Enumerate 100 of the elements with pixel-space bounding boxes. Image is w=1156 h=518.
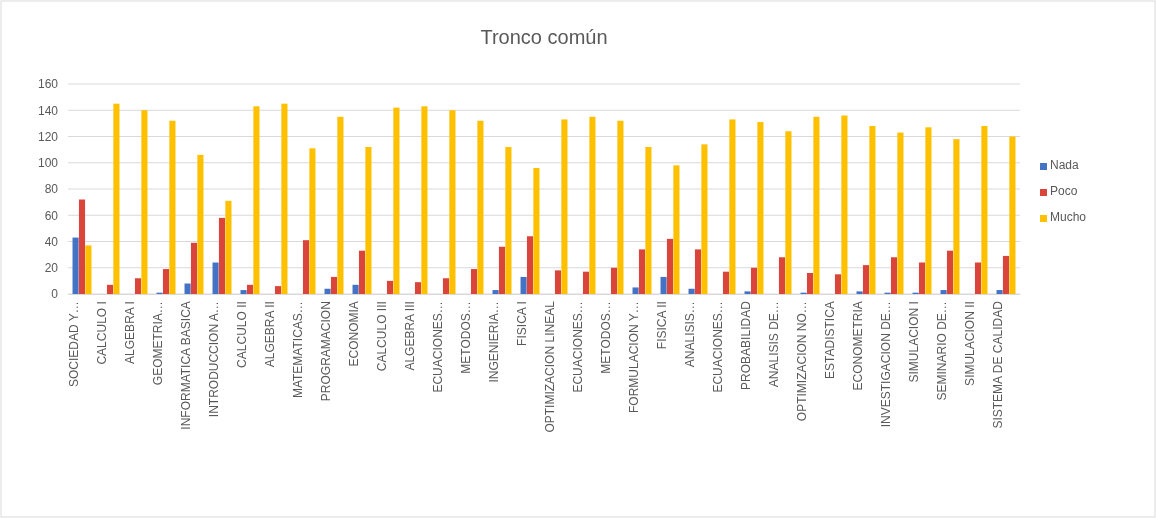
x-tick-label: OPTIMIZACION NO… (794, 301, 809, 422)
bar (225, 200, 232, 294)
bar (981, 126, 988, 294)
bar (940, 290, 947, 294)
bar (337, 116, 344, 294)
bar (953, 139, 960, 294)
bar (197, 154, 204, 294)
bar (113, 103, 120, 294)
bar (246, 284, 254, 294)
x-tick-label: ESTADISTICA (822, 301, 837, 379)
bar (918, 262, 926, 294)
bar (492, 290, 499, 294)
x-tick-label: SEMINARIO DE… (934, 301, 949, 401)
x-tick-label: PROBABILIDAD (738, 300, 753, 390)
bar (449, 110, 456, 294)
x-tick-label: OPTIMIZACION LINEAL (542, 300, 557, 433)
bar (869, 126, 876, 294)
bar (212, 262, 219, 294)
bar (358, 250, 366, 294)
x-tick-label: INVESTIGACION DE… (878, 301, 893, 428)
x-tick-label: METODOS… (598, 301, 613, 374)
bar (925, 127, 932, 294)
bar (554, 270, 562, 294)
bar (393, 107, 400, 294)
y-tick-label: 20 (44, 261, 59, 276)
bar (505, 147, 512, 294)
x-tick-label: CALCULO I (94, 301, 109, 365)
bar (638, 249, 646, 294)
bar (520, 276, 527, 294)
bar (890, 257, 898, 294)
bar (240, 290, 247, 294)
bar (582, 271, 590, 294)
y-tick-label: 160 (37, 77, 59, 92)
bar (897, 132, 904, 294)
bar (72, 237, 79, 294)
bar (190, 242, 198, 294)
bar (533, 168, 540, 294)
x-tick-label: SOCIEDAD Y… (66, 301, 81, 388)
bar (589, 116, 596, 294)
bar (352, 284, 359, 294)
bar (778, 257, 786, 294)
bar (1002, 255, 1010, 294)
y-tick-label: 140 (37, 103, 59, 118)
legend-label: Mucho (1050, 210, 1087, 224)
x-tick-label: CALCULO II (234, 301, 249, 368)
x-tick-label: ANALISIS DE… (766, 301, 781, 388)
bar (274, 286, 282, 294)
bar (442, 278, 450, 294)
bar (421, 106, 428, 294)
bar (134, 278, 142, 294)
y-tick-label: 40 (44, 234, 59, 249)
bar (806, 273, 814, 294)
x-tick-label: FISICA II (654, 301, 669, 350)
bar (856, 291, 863, 294)
x-tick-label: ALGEBRA II (262, 301, 277, 368)
y-tick-label: 100 (37, 156, 59, 171)
bar (365, 147, 372, 294)
x-tick-label: SISTEMA DE CALIDAD (990, 300, 1005, 429)
bar (694, 249, 702, 294)
x-tick-label: ECONOMETRIA (850, 301, 865, 391)
bar (841, 115, 848, 294)
bar (757, 122, 764, 294)
y-tick-label: 80 (44, 182, 59, 197)
y-tick-label: 60 (44, 208, 59, 223)
bar (722, 271, 730, 294)
bar (617, 120, 624, 294)
x-tick-label: ALGEBRA III (402, 301, 417, 371)
x-tick-label: MATEMATICAS… (290, 301, 305, 399)
bar (610, 267, 618, 294)
x-tick-label: PROGRAMACION (318, 301, 333, 402)
bar (477, 120, 484, 294)
x-tick-label: METODOS… (458, 301, 473, 374)
bar (701, 144, 708, 294)
x-tick-label: FISICA I (514, 301, 529, 346)
x-tick-label: INGENIERIA… (486, 301, 501, 383)
x-tick-label: INFORMATICA BASICA (178, 301, 193, 430)
bar (330, 276, 338, 294)
x-tick-label: ECUACIONES… (710, 301, 725, 393)
bar (632, 287, 639, 294)
bar (141, 110, 148, 294)
bar (834, 274, 842, 294)
bar (324, 288, 331, 294)
x-tick-label: SIMULACION I (906, 301, 921, 383)
bar (309, 148, 316, 294)
x-tick-label: ALGEBRA I (122, 301, 137, 364)
bar (169, 120, 176, 294)
bar (78, 199, 86, 294)
bar (673, 165, 680, 294)
bar (813, 116, 820, 294)
x-tick-label: ANALISIS… (682, 301, 697, 368)
bar (281, 103, 288, 294)
bar (470, 269, 478, 294)
bar (106, 284, 114, 294)
bar (218, 217, 226, 294)
bar (302, 240, 310, 294)
bar (750, 267, 758, 294)
x-tick-label: CALCULO III (374, 301, 389, 372)
bar (660, 276, 667, 294)
bar (85, 245, 92, 294)
bar (645, 147, 652, 294)
